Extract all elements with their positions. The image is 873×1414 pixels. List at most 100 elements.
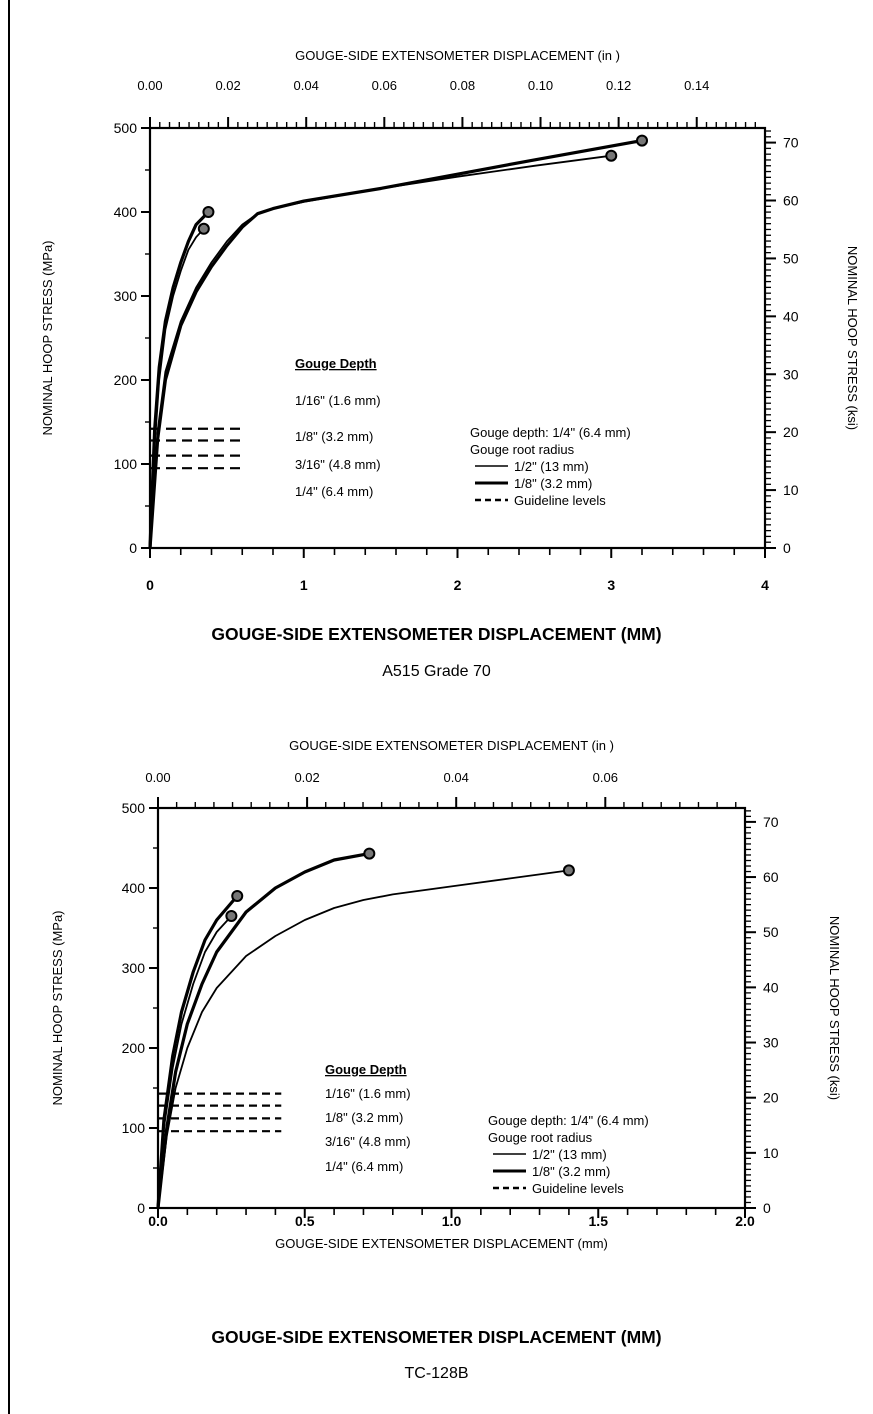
chart1-top-tick-label: 0.04: [294, 78, 319, 93]
chart1-top-tick-label: 0.12: [606, 78, 631, 93]
chart2-gouge-depth-label: 1/8" (3.2 mm): [325, 1110, 403, 1125]
chart1-y-tick-label: 300: [114, 288, 138, 304]
chart2-top-axis-label: GOUGE-SIDE EXTENSOMETER DISPLACEMENT (in…: [289, 738, 614, 753]
chart1-x-tick-label: 1: [300, 577, 308, 593]
chart2-top-tick-label: 0.04: [444, 770, 469, 785]
chart1-series-line: [148, 210, 210, 549]
chart2-y-axis-label: NOMINAL HOOP STRESS (MPa): [50, 910, 65, 1105]
chart1-y-right-tick-label: 50: [783, 250, 799, 266]
chart2-x-tick-label: 1.0: [442, 1213, 462, 1229]
chart1-y-axis-label: NOMINAL HOOP STRESS (MPa): [40, 240, 55, 435]
chart2-series-end-marker: [225, 910, 238, 922]
chart1-legend-label: 1/8" (3.2 mm): [514, 476, 592, 491]
chart-a515-subtitle: A515 Grade 70: [382, 663, 491, 680]
chart1-x-tick-label: 4: [761, 577, 769, 593]
chart1-y-right-tick-label: 10: [783, 482, 799, 498]
chart1-y-right-tick-label: 60: [783, 193, 799, 209]
chart2-gouge-depth-label: 1/16" (1.6 mm): [325, 1086, 411, 1101]
chart2-y-tick-label: 100: [122, 1120, 146, 1136]
chart2-x-tick-label: 0.0: [148, 1213, 168, 1229]
chart2-legend-label: 1/2" (13 mm): [532, 1147, 607, 1162]
chart2-series-line: [157, 869, 570, 1209]
chart1-top-tick-label: 0.08: [450, 78, 475, 93]
chart1-y-right-tick-label: 20: [783, 424, 799, 440]
chart1-x-tick-label: 3: [607, 577, 615, 593]
chart1-y-tick-label: 100: [114, 456, 138, 472]
chart2-x-tick-label: 2.0: [735, 1213, 755, 1229]
chart1-y-right-tick-label: 0: [783, 540, 791, 556]
chart1-legend-gouge-depth: Gouge depth: 1/4" (6.4 mm): [470, 425, 631, 440]
chart1-y-tick-label: 0: [129, 540, 137, 556]
chart2-y-tick-label: 300: [122, 960, 146, 976]
chart1-x-tick-label: 0: [146, 577, 154, 593]
chart1-gouge-depth-label: 1/16" (1.6 mm): [295, 393, 381, 408]
chart1-legend-root-radius: Gouge root radius: [470, 442, 575, 457]
chart2-y-right-tick-label: 0: [763, 1200, 771, 1216]
chart1-top-tick-label: 0.10: [528, 78, 553, 93]
chart2-top-tick-label: 0.06: [593, 770, 618, 785]
chart2-y-right-axis-label: NOMINAL HOOP STRESS (ksi): [827, 916, 842, 1100]
chart1-series-end-marker: [197, 222, 210, 235]
chart2-series-end-marker: [363, 847, 376, 860]
chart2-legend-gouge-depth: Gouge depth: 1/4" (6.4 mm): [488, 1113, 649, 1128]
chart2-series-line: [156, 894, 239, 1209]
chart2-gouge-depth-label: 1/4" (6.4 mm): [325, 1159, 403, 1174]
chart1-y-right-tick-label: 70: [783, 135, 799, 151]
chart2-y-right-tick-label: 60: [763, 869, 779, 885]
chart2-series-end-marker: [562, 864, 575, 877]
chart2-legend-label: Guideline levels: [532, 1181, 624, 1196]
chart2-y-right-tick-label: 70: [763, 814, 779, 830]
chart2-gouge-depth-title: Gouge Depth: [325, 1062, 407, 1077]
chart2-y-tick-label: 400: [122, 880, 146, 896]
chart2-plot-frame: [156, 806, 747, 1210]
chart2-y-right-tick-label: 40: [763, 979, 779, 995]
chart1-series-end-marker: [636, 134, 648, 147]
chart2-x-tick-label: 0.5: [295, 1213, 315, 1229]
chart2-top-tick-label: 0.00: [145, 770, 170, 785]
chart1-legend-label: 1/2" (13 mm): [514, 459, 589, 474]
chart1-legend-label: Guideline levels: [514, 493, 606, 508]
chart1-y-tick-label: 200: [114, 372, 138, 388]
chart-tc128b-subtitle: TC-128B: [404, 1365, 469, 1382]
chart1-top-axis-label: GOUGE-SIDE EXTENSOMETER DISPLACEMENT (in…: [295, 48, 620, 63]
chart1-gouge-depth-label: 1/4" (6.4 mm): [295, 484, 373, 499]
chart1-gouge-depth-label: 1/8" (3.2 mm): [295, 429, 373, 444]
chart2-y-right-tick-label: 20: [763, 1090, 779, 1106]
chart2-y-right-tick-label: 30: [763, 1035, 779, 1051]
chart2-x-axis-label: GOUGE-SIDE EXTENSOMETER DISPLACEMENT (mm…: [275, 1236, 608, 1251]
figure-frame: [8, 0, 872, 1414]
chart2-series-end-marker: [231, 890, 244, 902]
chart1-gouge-depth-title: Gouge Depth: [295, 356, 377, 371]
chart2-legend-root-radius: Gouge root radius: [488, 1130, 593, 1145]
chart2-top-tick-label: 0.02: [294, 770, 319, 785]
chart2-y-tick-label: 200: [122, 1040, 146, 1056]
chart1-y-right-tick-label: 40: [783, 308, 799, 324]
chart2-legend-label: 1/8" (3.2 mm): [532, 1164, 610, 1179]
chart1-series-end-marker: [202, 206, 215, 218]
chart1-top-tick-label: 0.14: [684, 78, 709, 93]
chart1-y-right-axis-label: NOMINAL HOOP STRESS (ksi): [845, 246, 860, 430]
chart2-y-right-tick-label: 10: [763, 1145, 779, 1161]
chart1-y-tick-label: 400: [114, 204, 138, 220]
chart-tc128b-caption: GOUGE-SIDE EXTENSOMETER DISPLACEMENT (MM…: [211, 1327, 662, 1347]
chart1-top-tick-label: 0.00: [137, 78, 162, 93]
chart2-x-tick-label: 1.5: [589, 1213, 609, 1229]
chart2-series-line: [156, 852, 370, 1209]
chart1-y-right-tick-label: 30: [783, 366, 799, 382]
chart2-gouge-depth-label: 3/16" (4.8 mm): [325, 1134, 411, 1149]
chart1-gouge-depth-label: 3/16" (4.8 mm): [295, 457, 381, 472]
chart1-top-tick-label: 0.06: [372, 78, 397, 93]
chart1-x-tick-label: 2: [454, 577, 462, 593]
chart2-y-right-tick-label: 50: [763, 924, 779, 940]
chart1-top-tick-label: 0.02: [215, 78, 240, 93]
chart1-plot-frame: [148, 126, 767, 550]
chart2-y-tick-label: 500: [122, 800, 146, 816]
chart1-y-tick-label: 500: [114, 120, 138, 136]
chart2-series-line: [157, 915, 233, 1209]
chart1-series-end-marker: [605, 149, 618, 162]
chart-tc128b: 0.0 0.5 1.0 1.5 2.0 0.00 0.02 0.04 0.06 GOUGE-SID…: [50, 738, 842, 1251]
chart-a515-caption: GOUGE-SIDE EXTENSOMETER DISPLACEMENT (MM…: [211, 624, 662, 644]
chart1-series-line: [148, 139, 643, 549]
chart2-y-tick-label: 0: [137, 1200, 145, 1216]
chart-a515: 0 1 2 3 4 0.00 0.02 0.04 0.06 0.08 0.10 0.12 0.14 GOU…: [40, 48, 860, 593]
